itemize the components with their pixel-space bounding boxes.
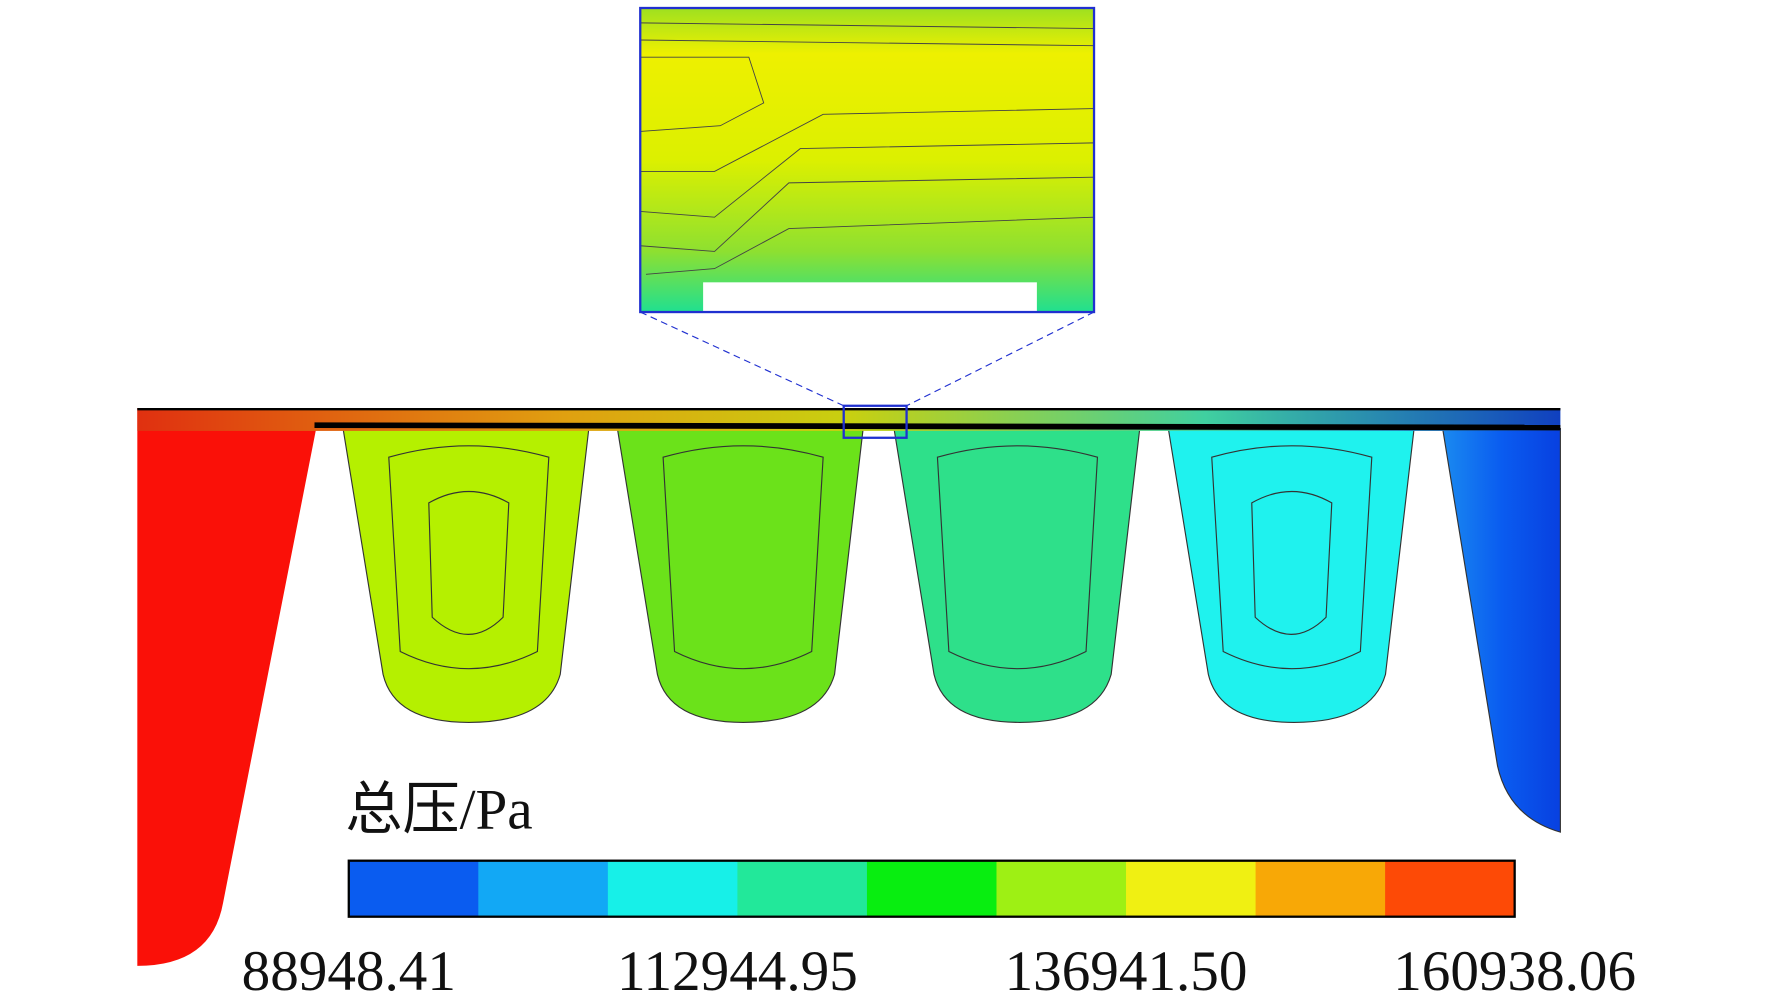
colorbar-tick-label: 136941.50 (1005, 940, 1248, 999)
colorbar-band (348, 860, 479, 917)
colorbar-title: 总压/Pa (345, 779, 532, 842)
colorbar: 88948.41 112944.95 136941.50 160938.06 (242, 859, 1636, 999)
colorbar-tick-label: 160938.06 (1393, 940, 1636, 999)
colorbar-frame (347, 859, 1516, 918)
field (137, 408, 1561, 966)
colorbar-band (1385, 860, 1516, 917)
colorbar-tick-label: 112944.95 (617, 940, 858, 999)
colorbar-band (737, 860, 868, 917)
colorbar-band (996, 860, 1127, 917)
colorbar-band (1126, 860, 1257, 917)
colorbar-band (1255, 860, 1386, 917)
colorbar-tick-label: 88948.41 (242, 940, 456, 999)
inset (639, 6, 1096, 439)
colorbar-band (607, 860, 738, 917)
colorbar-band (866, 860, 998, 917)
colorbar-band (478, 860, 609, 917)
